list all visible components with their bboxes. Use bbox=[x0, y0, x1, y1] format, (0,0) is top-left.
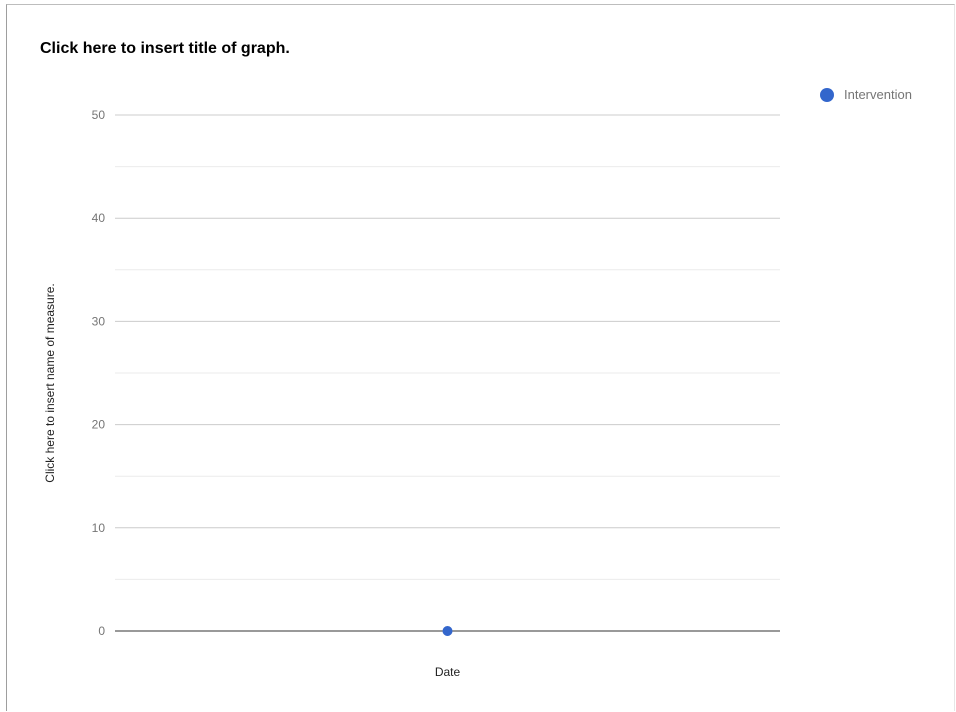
x-axis-title[interactable]: Date bbox=[435, 665, 461, 679]
y-tick-label: 20 bbox=[92, 418, 106, 432]
y-tick-labels: 0 10 20 30 40 50 bbox=[92, 108, 106, 638]
chart-title[interactable]: Click here to insert title of graph. bbox=[40, 40, 290, 57]
legend-label-intervention: Intervention bbox=[844, 87, 912, 102]
y-tick-label: 0 bbox=[98, 624, 105, 638]
y-tick-label: 10 bbox=[92, 521, 106, 535]
major-gridlines bbox=[115, 114, 780, 529]
y-tick-label: 40 bbox=[92, 211, 106, 225]
y-tick-label: 30 bbox=[92, 314, 106, 328]
data-points bbox=[442, 626, 453, 636]
legend[interactable]: Intervention bbox=[820, 87, 912, 102]
y-axis-title[interactable]: Click here to insert name of measure. bbox=[43, 283, 57, 482]
minor-gridlines bbox=[115, 166, 780, 580]
y-tick-label: 50 bbox=[92, 108, 106, 122]
legend-marker-intervention bbox=[820, 87, 834, 102]
data-point[interactable] bbox=[442, 626, 453, 636]
chart-frame bbox=[6, 4, 955, 711]
